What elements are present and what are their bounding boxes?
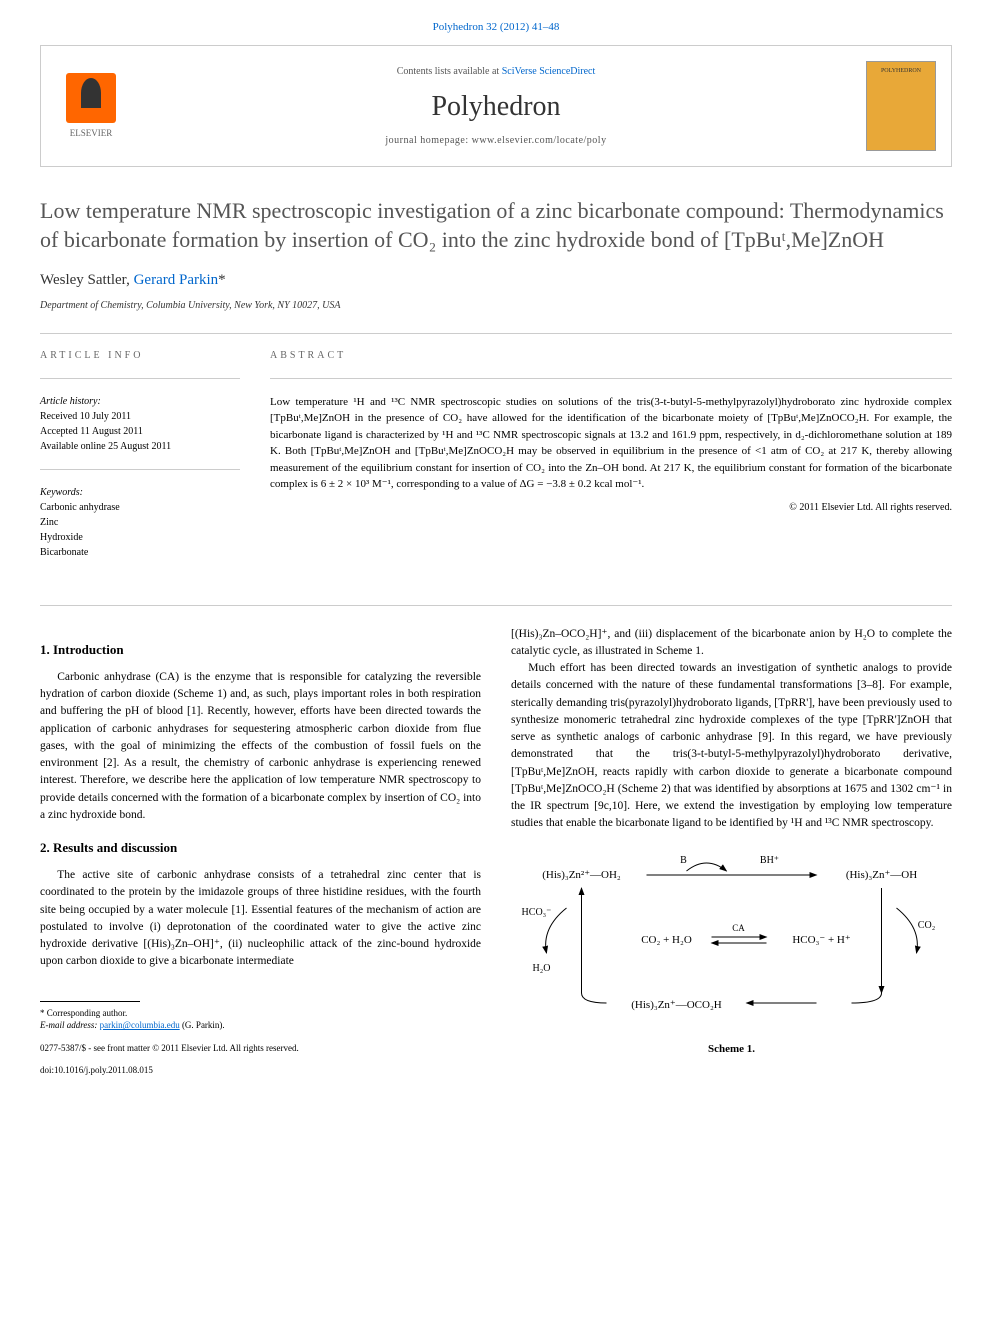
journal-reference: Polyhedron 32 (2012) 41–48: [40, 20, 952, 35]
journal-title: Polyhedron: [126, 87, 866, 126]
footnote-divider: [40, 1001, 140, 1002]
keyword: Carbonic anhydrase: [40, 500, 240, 515]
header-box: ELSEVIER Contents lists available at Sci…: [40, 45, 952, 167]
intro-heading: 1. Introduction: [40, 641, 481, 659]
node-bl: (His)₃Zn⁺—OCO₂H: [631, 999, 722, 1011]
keyword: Hydroxide: [40, 530, 240, 545]
author-plain: Wesley Sattler,: [40, 272, 134, 288]
intro-paragraph: Carbonic anhydrase (CA) is the enzyme th…: [40, 669, 481, 824]
keyword: Zinc: [40, 515, 240, 530]
col2-paragraph: Much effort has been directed towards an…: [511, 660, 952, 833]
article-title: Low temperature NMR spectroscopic invest…: [40, 197, 952, 254]
abstract-heading: ABSTRACT: [270, 349, 952, 363]
abstract-column: ABSTRACT Low temperature ¹H and ¹³C NMR …: [270, 349, 952, 575]
info-heading: ARTICLE INFO: [40, 349, 240, 363]
history-block: Article history: Received 10 July 2011 A…: [40, 394, 240, 454]
node-center-right: HCO₃⁻ + H⁺: [792, 934, 851, 946]
homepage-line: journal homepage: www.elsevier.com/locat…: [126, 134, 866, 148]
email-line: E-mail address: parkin@columbia.edu (G. …: [40, 1019, 481, 1032]
node-co2r: CO₂: [918, 920, 935, 931]
email-name: (G. Parkin).: [180, 1020, 225, 1030]
sciverse-line: Contents lists available at SciVerse Sci…: [126, 65, 866, 79]
elsevier-label: ELSEVIER: [70, 127, 113, 140]
node-hco3: HCO₃⁻: [522, 907, 552, 918]
scheme-diagram: (His)₃Zn²⁺—OH₂ (His)₃Zn⁺—OH B BH⁺ HCO₃⁻ …: [511, 853, 952, 1033]
node-center-left: CO₂ + H₂O: [641, 934, 692, 946]
scheme-1: (His)₃Zn²⁺—OH₂ (His)₃Zn⁺—OH B BH⁺ HCO₃⁻ …: [511, 853, 952, 1058]
email-label: E-mail address:: [40, 1020, 100, 1030]
authors: Wesley Sattler, Gerard Parkin*: [40, 270, 952, 291]
info-abstract-row: ARTICLE INFO Article history: Received 1…: [40, 349, 952, 575]
corr-marker: *: [218, 272, 226, 288]
email-link[interactable]: parkin@columbia.edu: [100, 1020, 180, 1030]
sciverse-text: Contents lists available at: [397, 66, 502, 77]
header-center: Contents lists available at SciVerse Sci…: [126, 65, 866, 148]
node-b: B: [680, 855, 687, 866]
copyright: © 2011 Elsevier Ltd. All rights reserved…: [270, 501, 952, 515]
divider: [40, 605, 952, 606]
right-column: [(His)₃Zn–OCO₂H]⁺, and (iii) displacemen…: [511, 626, 952, 1078]
results-paragraph: The active site of carbonic anhydrase co…: [40, 867, 481, 971]
node-ca: CA: [732, 923, 745, 933]
keyword: Bicarbonate: [40, 545, 240, 560]
keywords-block: Keywords: Carbonic anhydrase Zinc Hydrox…: [40, 485, 240, 560]
body-columns: 1. Introduction Carbonic anhydrase (CA) …: [40, 626, 952, 1078]
doi-line: doi:10.1016/j.poly.2011.08.015: [40, 1064, 481, 1077]
article-info: ARTICLE INFO Article history: Received 1…: [40, 349, 240, 575]
online: Available online 25 August 2011: [40, 439, 240, 454]
node-tl: (His)₃Zn²⁺—OH₂: [542, 869, 621, 881]
keywords-label: Keywords:: [40, 485, 240, 500]
divider: [40, 333, 952, 334]
author-link[interactable]: Gerard Parkin: [134, 272, 219, 288]
divider: [40, 378, 240, 379]
history-label: Article history:: [40, 394, 240, 409]
col2-paragraph: [(His)₃Zn–OCO₂H]⁺, and (iii) displacemen…: [511, 626, 952, 661]
node-bh: BH⁺: [760, 855, 779, 866]
issn-line: 0277-5387/$ - see front matter © 2011 El…: [40, 1042, 481, 1055]
accepted: Accepted 11 August 2011: [40, 424, 240, 439]
sciverse-link[interactable]: SciVerse ScienceDirect: [502, 66, 596, 77]
scheme-label: Scheme 1.: [511, 1042, 952, 1057]
divider: [270, 378, 952, 379]
affiliation: Department of Chemistry, Columbia Univer…: [40, 299, 952, 313]
results-heading: 2. Results and discussion: [40, 839, 481, 857]
elsevier-tree-icon: [66, 73, 116, 123]
received: Received 10 July 2011: [40, 409, 240, 424]
left-column: 1. Introduction Carbonic anhydrase (CA) …: [40, 626, 481, 1078]
divider: [40, 469, 240, 470]
journal-cover-icon[interactable]: [866, 61, 936, 151]
elsevier-logo[interactable]: ELSEVIER: [56, 66, 126, 146]
node-h2o: H₂O: [533, 963, 551, 974]
corresponding-author: * Corresponding author.: [40, 1007, 481, 1020]
abstract-text: Low temperature ¹H and ¹³C NMR spectrosc…: [270, 394, 952, 493]
node-tr: (His)₃Zn⁺—OH: [846, 869, 917, 881]
